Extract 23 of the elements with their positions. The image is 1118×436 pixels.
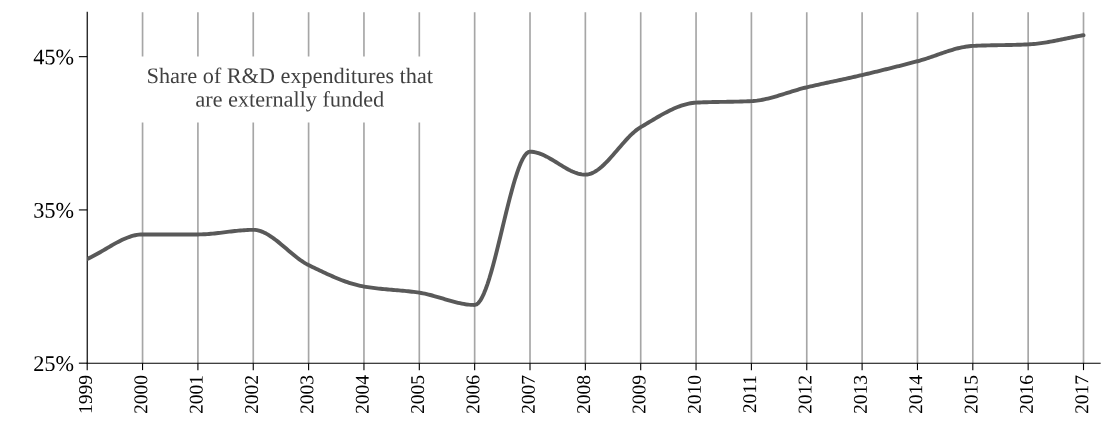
y-tick-label: 45% — [33, 49, 74, 65]
x-tick-label: 1999 — [79, 375, 93, 413]
x-tick-label: 2003 — [300, 375, 314, 414]
annotation: Share of R&D expenditures that are externally funded — [148, 67, 433, 112]
y-tick-label: 25% — [34, 356, 74, 372]
x-tick-label: 2008 — [577, 375, 591, 414]
x-tick-label: 2007 — [521, 375, 535, 414]
x-tick-label: 2013 — [853, 375, 867, 414]
x-tick-label: 2009 — [632, 375, 646, 414]
x-tick-label: 2010 — [687, 375, 701, 414]
x-tick-label: 2006 — [466, 375, 480, 414]
x-tick-label: 2012 — [798, 376, 812, 414]
x-tick-label: 2000 — [134, 375, 148, 414]
x-tick-label: 2015 — [964, 375, 978, 414]
x-tick-label: 2014 — [909, 375, 923, 414]
x-tick-label: 2017 — [1075, 375, 1089, 414]
y-tick-label: 35% — [34, 202, 74, 218]
x-tick-label: 2001 — [189, 376, 203, 414]
x-tick-label: 2002 — [245, 376, 259, 414]
x-tick-label: 2005 — [411, 375, 425, 414]
x-tick-label: 2011 — [743, 376, 757, 413]
x-tick-label: 2004 — [355, 375, 369, 414]
x-tick-label: 2016 — [1019, 375, 1034, 414]
